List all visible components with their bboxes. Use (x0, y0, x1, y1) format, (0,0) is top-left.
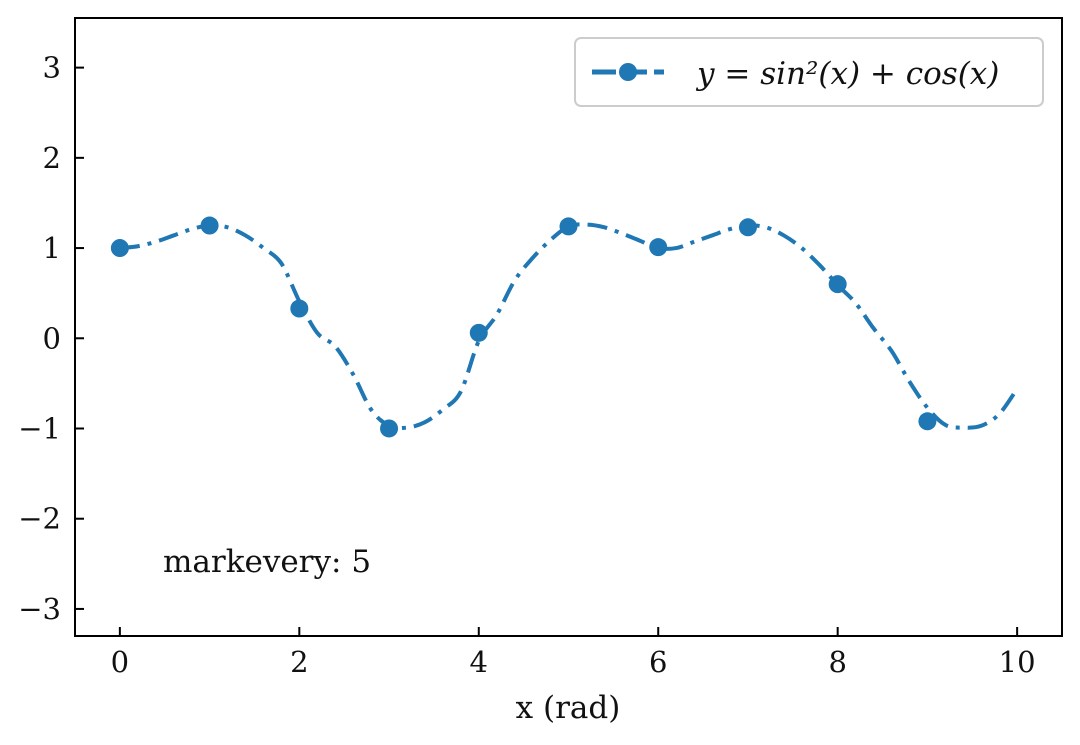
x-tick-label: 2 (290, 645, 308, 679)
y-tick-label: −3 (18, 592, 61, 626)
series-marker (918, 412, 937, 431)
series-marker (110, 239, 129, 258)
y-tick-label: −2 (18, 502, 61, 536)
series-line (119, 222, 1019, 431)
legend-marker-sample (619, 63, 637, 81)
series-marker (380, 419, 399, 438)
y-tick-label: 1 (43, 231, 61, 265)
plot-background (75, 18, 1062, 636)
x-tick-label: 10 (999, 645, 1036, 679)
series-marker (200, 216, 219, 235)
legend-box (574, 37, 1044, 107)
x-tick-label: 8 (828, 645, 846, 679)
x-tick-label: 6 (649, 645, 667, 679)
x-axis-label: x (rad) (516, 690, 621, 726)
series-marker (559, 217, 578, 236)
plot-frame (74, 17, 1063, 637)
y-tick-label: 0 (43, 321, 61, 355)
series-marker (469, 323, 488, 342)
series-marker (290, 299, 309, 318)
series-marker (828, 275, 847, 294)
x-tick-label: 4 (470, 645, 488, 679)
legend: y = sin²(x) + cos(x) (574, 37, 1044, 107)
y-tick-label: 3 (43, 51, 61, 85)
legend-label: y = sin²(x) + cos(x) (695, 56, 999, 92)
series-layer (110, 216, 1019, 438)
series-marker (738, 218, 757, 237)
x-tick-label: 0 (111, 645, 129, 679)
y-tick-label: −1 (18, 411, 61, 445)
markevery-annotation: markevery: 5 (163, 544, 371, 580)
y-tick-label: 2 (43, 141, 61, 175)
series-marker (649, 238, 668, 257)
